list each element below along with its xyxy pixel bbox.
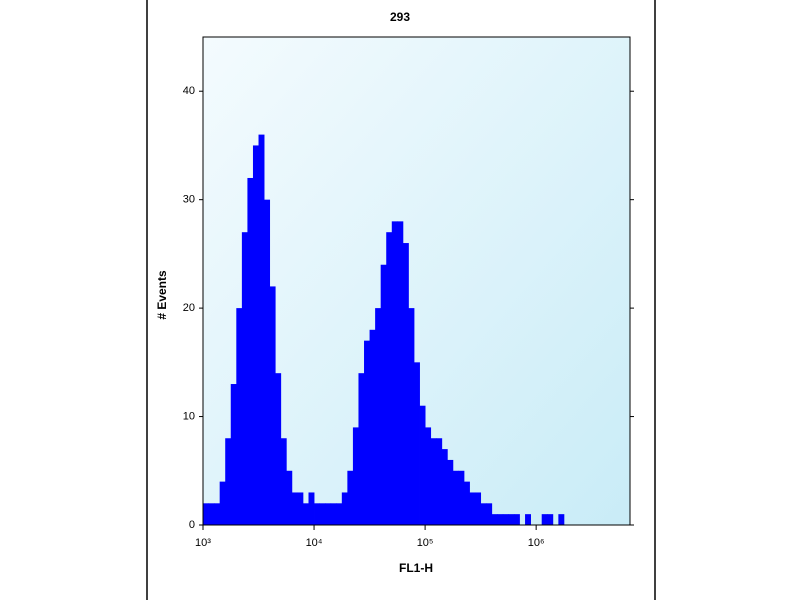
- bars: [203, 134, 565, 526]
- bar: [402, 243, 409, 526]
- bar: [252, 145, 259, 525]
- bar: [341, 492, 348, 525]
- bar: [297, 492, 304, 525]
- y-tick-label: 0: [189, 519, 195, 531]
- bar: [214, 503, 221, 525]
- bar: [441, 449, 448, 525]
- bar: [314, 503, 321, 525]
- plot-border: [202, 36, 631, 526]
- y-tick-label: 20: [183, 302, 195, 314]
- bar: [275, 373, 282, 525]
- bar: [380, 264, 387, 525]
- bar: [463, 481, 470, 525]
- bar: [452, 470, 459, 525]
- bar: [408, 308, 415, 525]
- x-tick-label: 10⁵: [417, 537, 434, 549]
- bar: [258, 134, 265, 525]
- bar: [264, 199, 271, 525]
- y-tick-label: 10: [183, 410, 195, 422]
- bar: [280, 438, 287, 525]
- y-axis-label: # Events: [155, 270, 169, 320]
- bar: [364, 340, 370, 525]
- bar: [486, 503, 493, 525]
- bar: [386, 232, 393, 525]
- bar: [230, 384, 237, 525]
- bar: [286, 470, 293, 525]
- x-tick-label: 10⁴: [306, 537, 323, 549]
- bar: [369, 329, 376, 525]
- bar: [480, 503, 487, 525]
- bar: [236, 308, 243, 525]
- y-tick-label: 40: [183, 85, 195, 97]
- bar: [508, 514, 515, 525]
- bar: [491, 514, 498, 525]
- bar: [558, 514, 565, 525]
- bar: [475, 492, 482, 525]
- bar: [430, 438, 437, 525]
- x-tick-label: 10³: [195, 537, 211, 549]
- bar: [302, 503, 309, 525]
- bar: [225, 438, 232, 525]
- x-tick-label: 10⁶: [528, 537, 545, 549]
- bar: [513, 514, 520, 525]
- bar: [208, 503, 215, 525]
- bar: [525, 514, 531, 525]
- bar: [375, 308, 382, 525]
- bar: [358, 373, 365, 525]
- bar: [347, 470, 354, 525]
- bar: [391, 221, 398, 525]
- bar: [352, 427, 359, 525]
- bar: [203, 503, 209, 525]
- bar: [336, 503, 343, 525]
- bar: [291, 492, 298, 525]
- bar: [447, 459, 454, 525]
- bar: [436, 438, 443, 525]
- bar: [247, 177, 254, 525]
- bar: [469, 492, 476, 525]
- x-axis-label: FL1-H: [399, 561, 433, 575]
- bar: [541, 514, 548, 525]
- bar: [319, 503, 326, 525]
- bar: [308, 492, 315, 525]
- chart-title: 293: [390, 10, 410, 24]
- bar: [325, 503, 332, 525]
- bar: [502, 514, 509, 525]
- bar: [413, 362, 420, 525]
- bar: [497, 514, 504, 525]
- bar: [219, 481, 226, 525]
- bar: [330, 503, 337, 525]
- bar: [397, 221, 404, 525]
- bar: [425, 427, 432, 525]
- bar: [458, 470, 465, 525]
- bar: [241, 232, 248, 525]
- bar: [419, 405, 426, 525]
- bar: [547, 514, 554, 525]
- bar: [269, 286, 276, 525]
- y-tick-label: 30: [183, 194, 195, 206]
